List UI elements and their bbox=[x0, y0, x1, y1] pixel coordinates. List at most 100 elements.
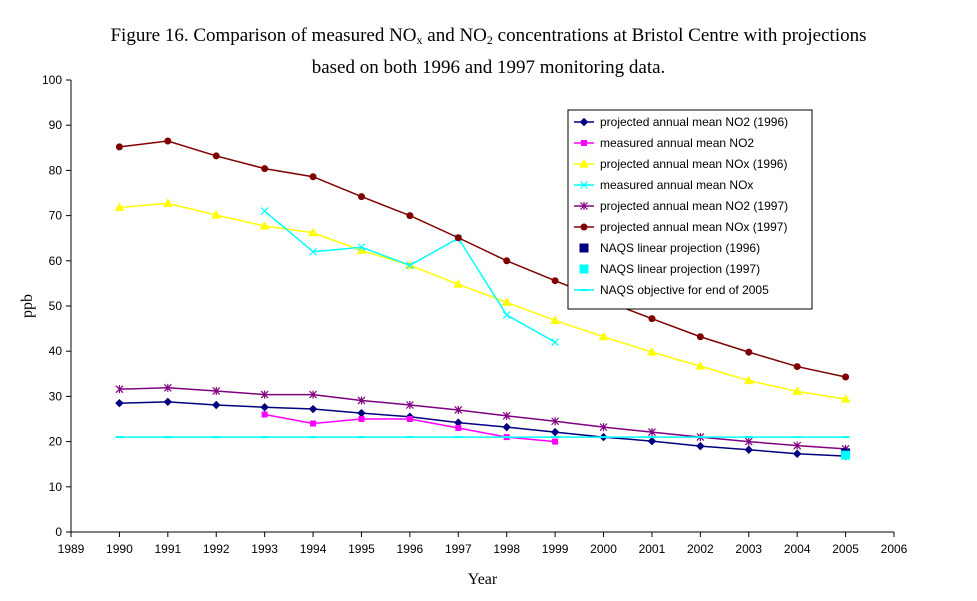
x-tick-label: 1994 bbox=[300, 542, 327, 556]
series-projected-annual-mean-nox-1997-point bbox=[164, 137, 172, 145]
series-projected-annual-mean-no2-1997-point bbox=[309, 390, 317, 399]
legend-marker bbox=[581, 140, 587, 146]
series-projected-annual-mean-nox-1997-point bbox=[793, 363, 801, 371]
x-tick-label: 2002 bbox=[687, 542, 714, 556]
legend-label: measured annual mean NO2 bbox=[600, 136, 754, 150]
series-projected-annual-mean-nox-1997-point bbox=[309, 173, 317, 181]
series-projected-annual-mean-nox-1996-point bbox=[840, 394, 851, 403]
x-tick-label: 1995 bbox=[348, 542, 375, 556]
series-projected-annual-mean-nox-1996-point bbox=[550, 315, 560, 324]
legend-item: NAQS linear projection (1997) bbox=[579, 262, 760, 276]
legend-box bbox=[567, 109, 813, 310]
series-projected-annual-mean-nox-1996-point bbox=[501, 297, 512, 306]
legend-label: NAQS linear projection (1996) bbox=[600, 241, 760, 255]
series-measured-annual-mean-nox-point-stroke bbox=[309, 247, 317, 256]
series-projected-annual-mean-nox-1997-point bbox=[648, 315, 656, 323]
series-projected-annual-mean-no2-1997 bbox=[115, 383, 850, 453]
series-projected-annual-mean-nox-1997-point bbox=[261, 165, 269, 173]
series-projected-annual-mean-no2-1997-point bbox=[551, 417, 560, 426]
y-tick-label: 70 bbox=[49, 209, 63, 223]
y-tick-label: 20 bbox=[49, 435, 63, 449]
legend-item: projected annual mean NO2 (1997) bbox=[574, 199, 788, 213]
series-projected-annual-mean-no2-1996-point bbox=[115, 398, 124, 408]
x-tick-label: 1996 bbox=[397, 542, 424, 556]
x-tick-label: 1989 bbox=[58, 542, 85, 556]
series-projected-annual-mean-no2-1996-point bbox=[647, 436, 657, 446]
series-measured-annual-mean-nox-point-stroke bbox=[551, 338, 560, 347]
legend-label: projected annual mean NOx (1997) bbox=[600, 220, 787, 234]
chart-title: Figure 16. Comparison of measured NOx an… bbox=[0, 22, 977, 81]
series-projected-annual-mean-nox-1997-point bbox=[357, 193, 365, 201]
title-subscript: x bbox=[416, 33, 423, 47]
series-projected-annual-mean-nox-1997-point bbox=[115, 143, 123, 151]
series-projected-annual-mean-nox-1997-line bbox=[119, 140, 846, 378]
series-measured-annual-mean-nox-point-stroke bbox=[502, 311, 511, 319]
series-projected-annual-mean-no2-1996-point bbox=[308, 404, 318, 414]
x-tick-label: 1999 bbox=[542, 542, 569, 556]
series-measured-annual-mean-no2-point bbox=[261, 411, 268, 418]
series-projected-annual-mean-no2-1996-point bbox=[357, 408, 366, 418]
legend-label: NAQS objective for end of 2005 bbox=[600, 283, 769, 297]
series-projected-annual-mean-nox-1996-point bbox=[792, 386, 803, 395]
series-projected-annual-mean-no2-1996-point bbox=[212, 400, 221, 410]
series-projected-annual-mean-no2-1996-line bbox=[119, 401, 846, 457]
series-projected-annual-mean-nox-1996-point bbox=[453, 279, 464, 288]
y-tick-label: 30 bbox=[49, 389, 63, 403]
x-tick-label: 1992 bbox=[203, 542, 230, 556]
legend-marker bbox=[580, 223, 588, 231]
x-tick-label: 2001 bbox=[639, 542, 666, 556]
chart-title-line-2: based on both 1996 and 1997 monitoring d… bbox=[311, 57, 666, 78]
series-projected-annual-mean-no2-1996 bbox=[115, 397, 850, 461]
series-projected-annual-mean-nox-1996-point bbox=[114, 202, 125, 211]
title-part: concentrations at Bristol Centre with pr… bbox=[492, 25, 867, 46]
legend-item: NAQS objective for end of 2005 bbox=[574, 283, 769, 297]
legend: projected annual mean NO2 (1996) measured… bbox=[567, 109, 813, 310]
series-measured-annual-mean-no2-point bbox=[310, 420, 317, 427]
series-projected-annual-mean-no2-1996-point bbox=[792, 449, 802, 459]
series-projected-annual-mean-no2-1997-point bbox=[405, 400, 414, 409]
series-measured-annual-mean-nox-point-stroke bbox=[405, 261, 414, 270]
series-projected-annual-mean-no2-1997-point bbox=[357, 396, 366, 405]
series-measured-annual-mean-no2-point bbox=[455, 425, 462, 432]
x-tick-label: 2004 bbox=[784, 542, 811, 556]
x-tick-label: 2005 bbox=[832, 542, 859, 556]
legend-item: NAQS linear projection (1996) bbox=[579, 241, 760, 255]
series-measured-annual-mean-nox-point bbox=[357, 243, 366, 252]
series-measured-annual-mean-nox-line bbox=[264, 210, 556, 343]
series-projected-annual-mean-no2-1997-line bbox=[119, 387, 846, 450]
series-measured-annual-mean-nox-point bbox=[405, 261, 414, 270]
series-projected-annual-mean-nox-1996-point bbox=[162, 198, 173, 207]
series-projected-annual-mean-no2-1996-point bbox=[163, 397, 173, 407]
x-tick-label: 2000 bbox=[590, 542, 617, 556]
y-tick-label: 80 bbox=[49, 163, 63, 177]
legend-marker bbox=[580, 181, 588, 189]
chart-title-line-1: Figure 16. Comparison of measured NOx an… bbox=[0, 22, 977, 54]
series-projected-annual-mean-no2-1997-point bbox=[502, 411, 511, 420]
series-projected-annual-mean-no2-1997-point bbox=[260, 390, 269, 399]
y-tick-label: 100 bbox=[42, 73, 62, 87]
series-projected-annual-mean-nox-1997 bbox=[115, 137, 850, 381]
series-projected-annual-mean-no2-1996-point bbox=[744, 445, 753, 454]
series-projected-annual-mean-nox-1996-point bbox=[598, 331, 609, 341]
x-tick-label: 1993 bbox=[251, 542, 278, 556]
title-subscript: 2 bbox=[486, 33, 493, 47]
series-projected-annual-mean-no2-1997-point bbox=[454, 405, 463, 414]
legend-label: measured annual mean NOx bbox=[600, 178, 753, 192]
series-projected-annual-mean-nox-1996-point bbox=[695, 361, 706, 370]
series-measured-annual-mean-nox-point bbox=[260, 207, 269, 216]
series-projected-annual-mean-no2-1997-point bbox=[115, 385, 124, 394]
y-tick-label: 40 bbox=[49, 344, 63, 358]
y-tick-label: 60 bbox=[49, 254, 63, 268]
series-projected-annual-mean-nox-1997-point bbox=[406, 212, 414, 220]
legend-marker bbox=[579, 117, 589, 127]
x-tick-label: 1990 bbox=[106, 542, 133, 556]
series-layer bbox=[114, 137, 851, 461]
series-measured-annual-mean-nox bbox=[260, 207, 560, 347]
series-projected-annual-mean-no2-1996-point bbox=[550, 427, 560, 437]
series-measured-annual-mean-no2-point bbox=[358, 416, 365, 422]
y-axis-title: ppb bbox=[19, 294, 36, 318]
legend-label: projected annual mean NO2 (1997) bbox=[600, 199, 788, 213]
legend-item: measured annual mean NOx bbox=[574, 178, 753, 192]
series-projected-annual-mean-no2-1997-point bbox=[163, 383, 172, 392]
